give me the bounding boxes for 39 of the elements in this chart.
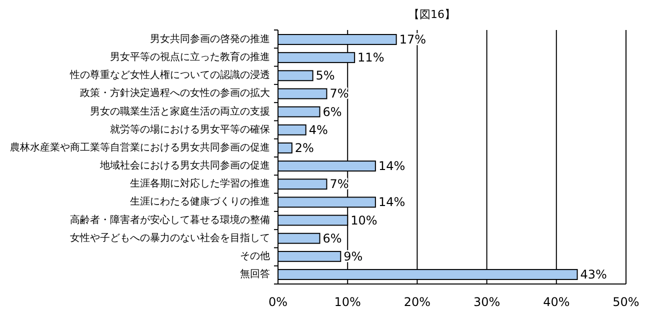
x-tick-label: 0% xyxy=(268,295,288,309)
y-tick-label: 高齢者・障害者が安心して暮せる環境の整備 xyxy=(70,214,270,226)
y-tick-label: 男女平等の視点に立った教育の推進 xyxy=(110,51,270,64)
y-tick-label: 地域社会における男女共同参画の促進 xyxy=(99,160,270,172)
data-label: 2% xyxy=(294,140,314,155)
y-tick-label: 農林水産業や商工業等自営業における男女共同参画の促進 xyxy=(10,141,270,154)
y-tick-label: 政策・方針決定過程への女性の参画の拡大 xyxy=(80,87,270,100)
bar xyxy=(278,142,292,154)
bar xyxy=(278,106,320,118)
x-tick-label: 50% xyxy=(612,295,640,309)
data-label: 6% xyxy=(322,231,342,246)
y-tick-label: 性の尊重など女性人権についての認識の浸透 xyxy=(69,69,270,82)
bar xyxy=(278,178,328,190)
bar xyxy=(278,250,342,262)
y-tick-label: 無回答 xyxy=(240,268,270,280)
y-tick-label: その他 xyxy=(240,250,270,262)
y-tick-label: 女性や子どもへの暴力のない社会を目指して xyxy=(70,232,270,244)
chart-title: 【図16】 xyxy=(408,8,456,21)
bar xyxy=(278,124,306,136)
data-label: 10% xyxy=(350,213,378,228)
data-label: 4% xyxy=(308,122,328,137)
data-label: 14% xyxy=(378,159,406,174)
bar xyxy=(278,88,328,100)
y-tick-label: 男女の職業生活と家庭生活の両立の支援 xyxy=(90,105,270,118)
bar xyxy=(278,232,320,244)
data-label: 5% xyxy=(316,68,335,83)
x-tick-label: 20% xyxy=(404,295,431,309)
bar xyxy=(278,70,314,82)
x-tick-label: 30% xyxy=(473,295,500,309)
x-tick-label: 10% xyxy=(334,295,361,309)
data-label: 14% xyxy=(378,195,406,210)
data-label: 11% xyxy=(358,50,384,65)
x-tick-label: 40% xyxy=(543,295,570,309)
y-tick-label: 男女共同参画の啓発の推進 xyxy=(150,32,270,45)
y-tick-label: 就労等の場における男女平等の確保 xyxy=(110,123,270,136)
y-tick-label: 生涯にわたる健康づくりの推進 xyxy=(130,196,270,208)
y-tick-label: 生涯各期に対応した学習の推進 xyxy=(130,178,270,190)
data-label: 43% xyxy=(580,268,607,282)
data-label: 6% xyxy=(322,104,342,119)
